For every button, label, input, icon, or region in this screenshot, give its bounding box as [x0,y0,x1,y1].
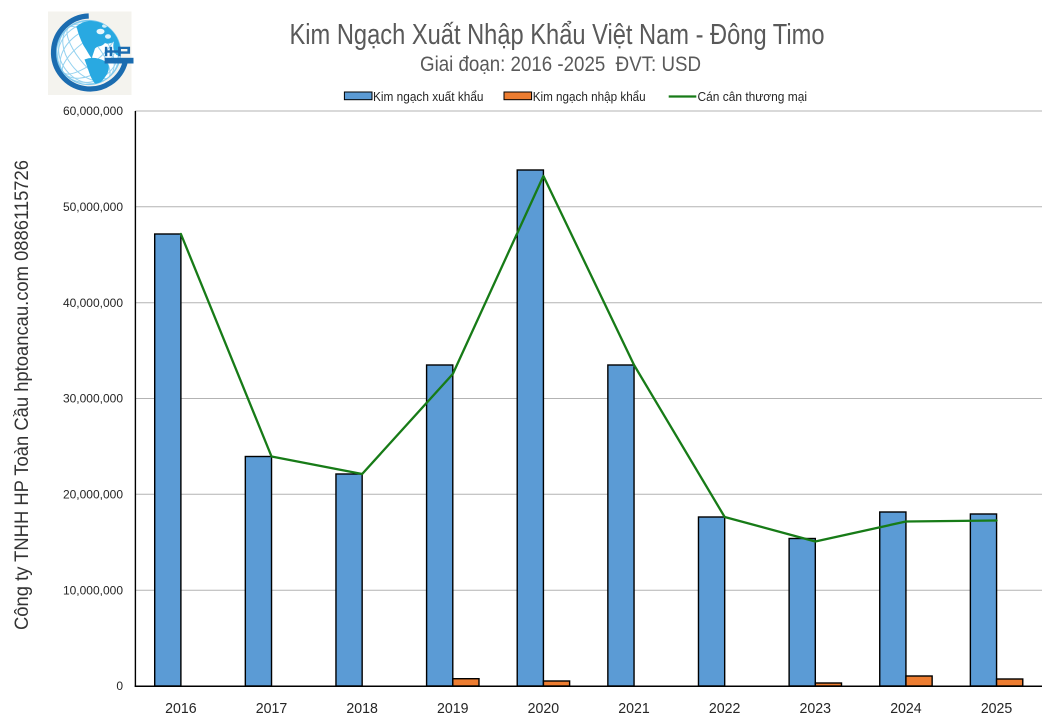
svg-text:2025: 2025 [981,700,1013,717]
svg-text:2017: 2017 [256,700,288,717]
svg-text:Kim Ngạch Xuất Nhập Khẩu Việt: Kim Ngạch Xuất Nhập Khẩu Việt Nam - Đông… [290,19,825,51]
svg-text:2022: 2022 [709,700,741,717]
svg-text:2018: 2018 [346,700,378,717]
svg-text:Kim ngạch xuất khẩu: Kim ngạch xuất khẩu [373,89,484,104]
svg-text:2021: 2021 [618,700,650,717]
svg-text:30,000,000: 30,000,000 [63,392,123,406]
svg-text:20,000,000: 20,000,000 [63,488,123,502]
svg-text:10,000,000: 10,000,000 [63,583,123,597]
svg-text:Công ty TNHH HP Toàn Cầu hptoa: Công ty TNHH HP Toàn Cầu hptoancau.com 0… [12,160,33,630]
svg-text:2024: 2024 [890,700,922,717]
svg-text:Giai đoạn: 2016 -2025 ĐVT: US: Giai đoạn: 2016 -2025 ĐVT: USD [420,53,701,76]
svg-text:50,000,000: 50,000,000 [63,200,123,214]
svg-text:2019: 2019 [437,700,469,717]
svg-text:Kim ngạch nhập khẩu: Kim ngạch nhập khẩu [533,89,646,104]
svg-text:2023: 2023 [800,700,832,717]
svg-text:Cán cân thương mại: Cán cân thương mại [698,89,808,104]
svg-text:2016: 2016 [165,700,197,717]
svg-text:40,000,000: 40,000,000 [63,296,123,310]
svg-text:0: 0 [116,679,123,693]
svg-text:2020: 2020 [528,700,560,717]
svg-text:60,000,000: 60,000,000 [63,104,123,118]
